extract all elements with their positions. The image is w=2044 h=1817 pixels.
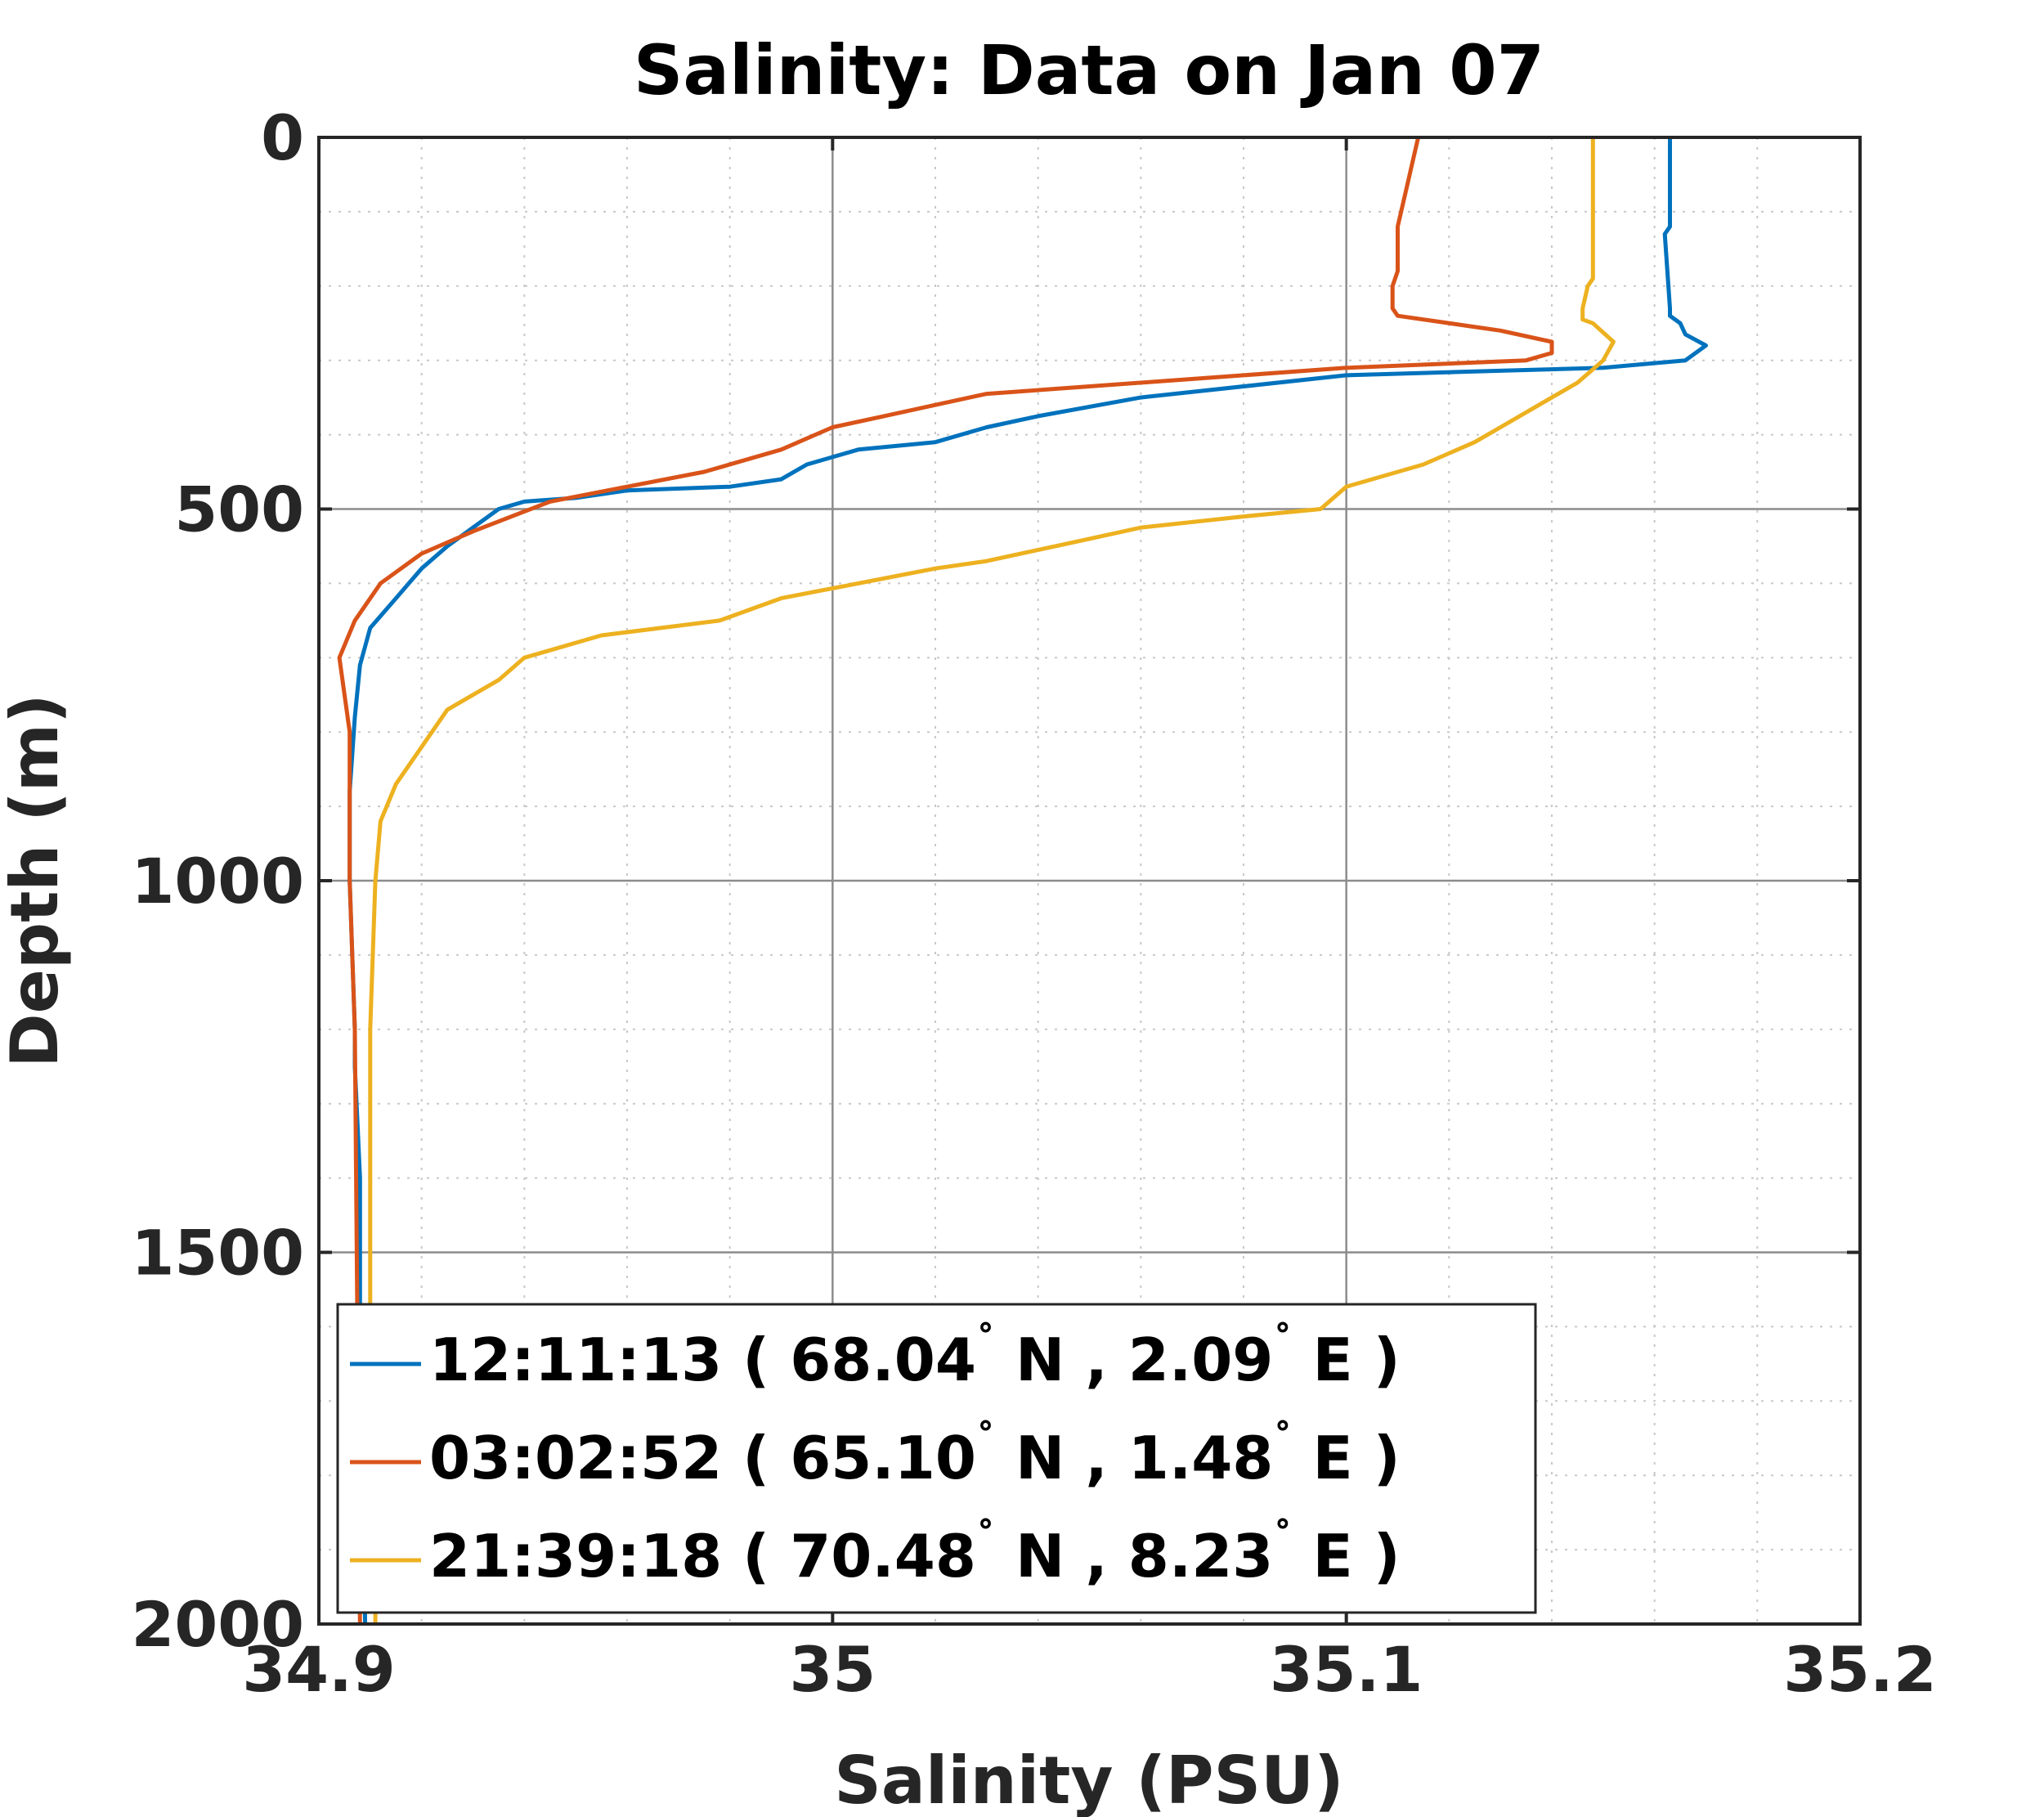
x-tick-label: 35.2 (1783, 1633, 1937, 1706)
y-tick-labels: 0 500 1000 1500 2000 (131, 101, 304, 1661)
series-line-2 (337, 137, 1554, 1625)
legend-entry-3: 21:39:18 ( 70.48˚ N , 8.23˚ E ) (429, 1517, 1401, 1590)
y-tick-label: 1500 (131, 1217, 304, 1290)
series-line-3 (368, 137, 1616, 1624)
x-axis-label: Salinity (PSU) (834, 1743, 1343, 1817)
y-tick-label: 1000 (131, 845, 304, 917)
chart-title: Salinity: Data on Jan 07 (634, 30, 1544, 110)
legend: 12:11:13 ( 68.04˚ N , 2.09˚ E ) 03:02:52 … (336, 1303, 1537, 1614)
x-tick-label: 34.9 (242, 1633, 396, 1706)
legend-box (336, 1303, 1537, 1614)
x-tick-labels: 34.9 35 35.1 35.2 (242, 1633, 1937, 1706)
y-axis-label: Depth (m) (0, 693, 73, 1067)
legend-entry-1: 12:11:13 ( 68.04˚ N , 2.09˚ E ) (429, 1321, 1401, 1394)
legend-entry-2: 03:02:52 ( 65.10˚ N , 1.48˚ E ) (429, 1419, 1401, 1492)
y-tick-label: 0 (261, 101, 304, 174)
x-tick-label: 35.1 (1270, 1633, 1423, 1706)
y-tick-label: 2000 (131, 1588, 304, 1661)
series-layer (337, 137, 1708, 1625)
x-tick-label: 35 (789, 1633, 876, 1706)
y-tick-label: 500 (174, 473, 304, 546)
legend-entries: 12:11:13 ( 68.04˚ N , 2.09˚ E ) 03:02:52 … (350, 1321, 1401, 1590)
